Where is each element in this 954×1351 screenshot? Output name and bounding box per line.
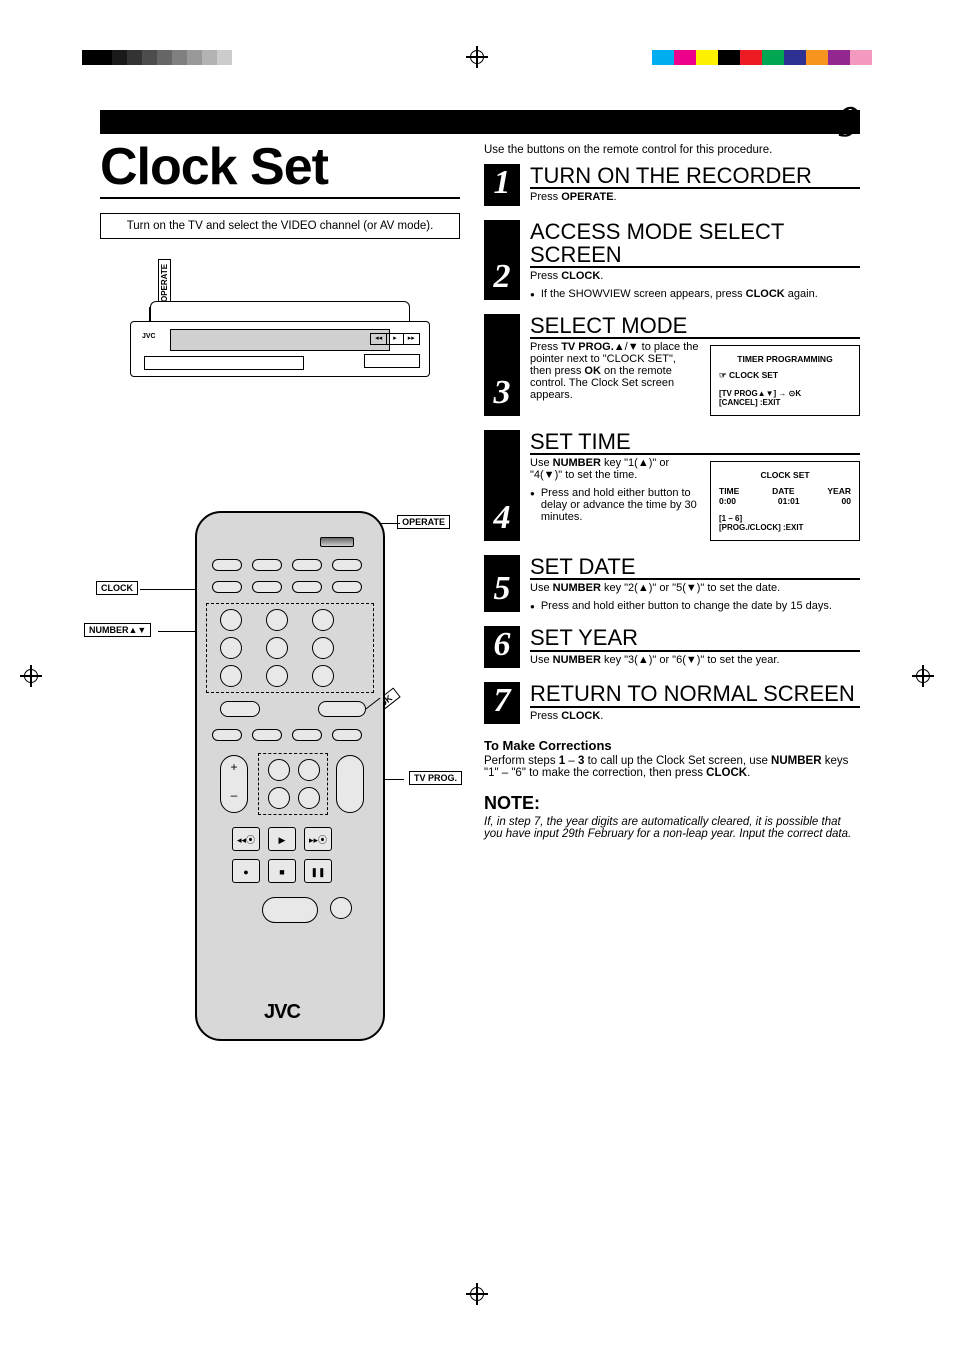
step-number: 2 bbox=[484, 220, 520, 300]
step-number: 5 bbox=[484, 555, 520, 612]
page-content: 9 Clock Set Turn on the TV and select th… bbox=[100, 110, 860, 1071]
note-text: If, in step 7, the year digits are autom… bbox=[484, 816, 860, 840]
vcr-figure: OPERATE JVC ◂◂ ▸ ▸▸ bbox=[100, 251, 460, 391]
step-6: 6SET YEARUse NUMBER key "3(▲)" or "6(▼)"… bbox=[484, 626, 860, 668]
number-label: NUMBER▲▼ bbox=[84, 623, 151, 637]
step-number: 1 bbox=[484, 164, 520, 206]
right-column: Use the buttons on the remote control fo… bbox=[484, 140, 860, 1071]
remote-figure: OPERATE CLOCK NUMBER▲▼ OK TV PROG. bbox=[100, 511, 460, 1071]
step-number: 7 bbox=[484, 682, 520, 724]
step-2: 2ACCESS MODE SELECT SCREENPress CLOCK.If… bbox=[484, 220, 860, 300]
step-1: 1TURN ON THE RECORDERPress OPERATE. bbox=[484, 164, 860, 206]
corrections-heading: To Make Corrections bbox=[484, 738, 860, 753]
step-heading: SELECT MODE bbox=[530, 314, 860, 339]
crosshair-icon bbox=[466, 46, 488, 68]
step-heading: TURN ON THE RECORDER bbox=[530, 164, 860, 189]
step-heading: SET TIME bbox=[530, 430, 860, 455]
step-3: 3SELECT MODEPress TV PROG.▲/▼ to place t… bbox=[484, 314, 860, 416]
left-column: Clock Set Turn on the TV and select the … bbox=[100, 140, 460, 1071]
page-number: 9 bbox=[838, 96, 860, 147]
osd-box: TIMER PROGRAMMINGCLOCK SET[TV PROG▲▼] → … bbox=[710, 345, 860, 416]
corrections-text: Perform steps 1 – 3 to call up the Clock… bbox=[484, 755, 860, 779]
step-heading: SET YEAR bbox=[530, 626, 860, 651]
step-number: 6 bbox=[484, 626, 520, 668]
note-heading: NOTE: bbox=[484, 793, 860, 814]
crosshair-icon bbox=[20, 665, 42, 687]
step-heading: SET DATE bbox=[530, 555, 860, 580]
tvprog-label: TV PROG. bbox=[409, 771, 462, 785]
intro-box: Turn on the TV and select the VIDEO chan… bbox=[100, 213, 460, 239]
operate-label: OPERATE bbox=[158, 259, 171, 307]
operate-label: OPERATE bbox=[397, 515, 450, 529]
page-title: Clock Set bbox=[100, 140, 460, 199]
vcr-brand: JVC bbox=[142, 333, 156, 340]
crosshair-icon bbox=[912, 665, 934, 687]
vcr-transport-buttons: ◂◂ ▸ ▸▸ bbox=[370, 333, 420, 345]
right-intro: Use the buttons on the remote control fo… bbox=[484, 144, 860, 156]
step-number: 3 bbox=[484, 314, 520, 416]
step-4: 4SET TIMEUse NUMBER key "1(▲)" or "4(▼)"… bbox=[484, 430, 860, 541]
osd-box: CLOCK SETTIMEDATEYEAR0:0001:0100[1 – 6][… bbox=[710, 461, 860, 541]
header-bar: 9 bbox=[100, 110, 860, 134]
step-7: 7RETURN TO NORMAL SCREENPress CLOCK. bbox=[484, 682, 860, 724]
step-5: 5SET DATEUse NUMBER key "2(▲)" or "5(▼)"… bbox=[484, 555, 860, 612]
step-number: 4 bbox=[484, 430, 520, 541]
step-heading: RETURN TO NORMAL SCREEN bbox=[530, 682, 860, 707]
clock-label: CLOCK bbox=[96, 581, 138, 595]
remote-brand: JVC bbox=[264, 1001, 300, 1024]
step-heading: ACCESS MODE SELECT SCREEN bbox=[530, 220, 860, 268]
crosshair-icon bbox=[466, 1283, 488, 1305]
